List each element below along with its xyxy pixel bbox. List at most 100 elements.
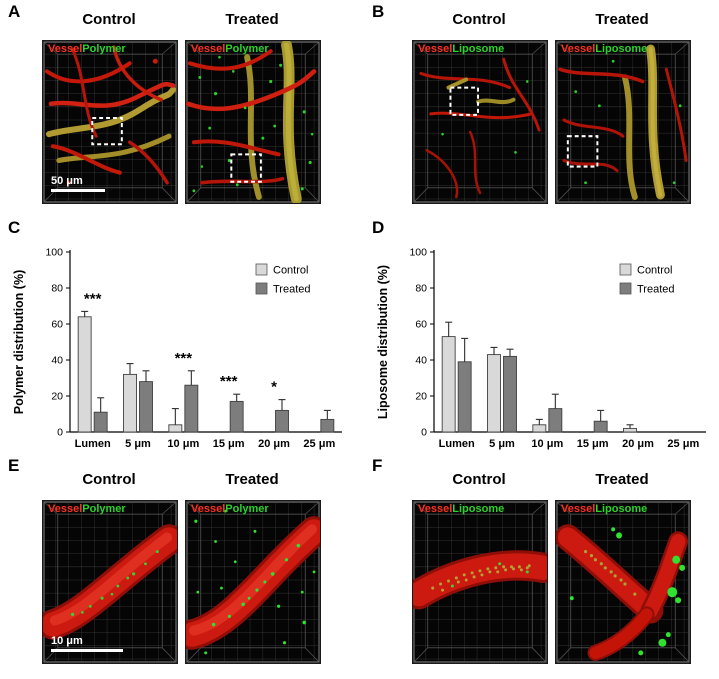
legend-swatch-treated: [255, 282, 268, 295]
micro-image-e-control: VesselPolymer 10 μm: [42, 500, 178, 664]
microscopy-render-a-treated: [185, 40, 321, 204]
polymer-channel-label: Polymer: [82, 503, 126, 515]
bar-treated-1: [139, 381, 153, 433]
image-channel-legend: VesselLiposome: [418, 503, 504, 515]
panel-a-images: Control VesselPo: [42, 8, 354, 204]
x-tick-label: 20 μm: [258, 438, 290, 450]
bar-control-4: [623, 427, 637, 433]
vessel-channel-label: Vessel: [191, 503, 226, 515]
bar-control-1: [123, 373, 137, 433]
x-tick-label: 20 μm: [622, 438, 654, 450]
y-tick-label: 0: [421, 427, 427, 439]
x-tick-label: 5 μm: [125, 438, 151, 450]
x-tick-label: 10 μm: [531, 438, 563, 450]
column-title-treated: Treated: [595, 471, 649, 488]
liposome-speckles: [441, 80, 529, 154]
micro-column: Treated: [185, 468, 321, 664]
micro-column: Treated: [555, 8, 691, 204]
scale-bar-line: [51, 189, 105, 192]
scale-bar-line: [51, 649, 123, 652]
panel-letter-b: B: [372, 2, 385, 21]
liposome-channel-label: Liposome: [595, 43, 648, 55]
image-channel-legend: VesselLiposome: [561, 503, 647, 515]
x-tick-label: 15 μm: [577, 438, 609, 450]
bar-treated-2: [184, 384, 199, 433]
roi-box: [230, 153, 262, 183]
bar-treated-0: [457, 361, 472, 433]
scale-bar-label: 50 μm: [51, 175, 83, 187]
significance-marker: ***: [84, 290, 102, 307]
micro-image-a-control: VesselPolymer 50 μm: [42, 40, 178, 204]
x-tick-label: 25 μm: [667, 438, 699, 450]
y-axis-label: Polymer distribution (%): [12, 270, 26, 414]
micro-column: Control: [412, 468, 548, 664]
panel-e: E Control Vess: [2, 456, 354, 664]
y-tick-label: 40: [415, 355, 427, 367]
column-title-control: Control: [82, 471, 136, 488]
x-tick-label: 15 μm: [213, 438, 245, 450]
bar-treated-2: [548, 408, 563, 433]
column-title-control: Control: [82, 11, 136, 28]
scale-bar: 10 μm: [51, 635, 123, 652]
y-tick-label: 20: [415, 391, 427, 403]
legend-label-control: Control: [637, 265, 672, 277]
bar-control-1: [487, 354, 501, 433]
scale-bar-label: 10 μm: [51, 635, 83, 647]
legend-swatch-control: [619, 263, 632, 276]
microscopy-render-b-treated: [555, 40, 691, 204]
y-axis-label: Liposome distribution (%): [376, 265, 390, 419]
liposome-band: [431, 564, 531, 592]
vessel-channel-label: Vessel: [48, 43, 83, 55]
liposome-clusters: [569, 527, 686, 656]
x-tick-label: Lumen: [439, 438, 475, 450]
polymer-distribution-chart: 0 20 40 60 80 100 Lumen *** 5 μm 10 μm *** 15 μm ***…: [10, 236, 354, 463]
polymer-speckles: [70, 550, 159, 617]
liposome-channel-label: Liposome: [452, 503, 505, 515]
bar-treated-0: [93, 411, 108, 433]
polymer-speckles: [192, 55, 314, 193]
micro-column: Control VesselPolymer 10: [42, 468, 178, 664]
grid-backdrop: [43, 41, 177, 203]
micro-column: Control Vessel: [412, 8, 548, 204]
microscopy-render-f-treated: [555, 500, 691, 664]
image-channel-legend: VesselLiposome: [561, 43, 647, 55]
micro-image-b-control: VesselLiposome: [412, 40, 548, 204]
microscopy-render-b-control: [412, 40, 548, 204]
x-tick-label: 10 μm: [167, 438, 199, 450]
roi-box: [91, 116, 123, 146]
polymer-speckles: [194, 509, 316, 655]
column-title-control: Control: [452, 11, 506, 28]
legend-swatch-treated: [619, 282, 632, 295]
x-tick-label: Lumen: [75, 438, 111, 450]
micro-column: Control VesselPo: [42, 8, 178, 204]
liposome-distribution-chart: 0 20 40 60 80 100 Lumen 5 μm 10 μm 15 μm 20 μm 25 μ…: [374, 236, 716, 463]
image-channel-legend: VesselPolymer: [48, 43, 126, 55]
panel-f: F Control: [366, 456, 716, 664]
microscopy-render-a-control: [42, 40, 178, 204]
legend-label-treated: Treated: [637, 284, 675, 296]
image-channel-legend: VesselPolymer: [48, 503, 126, 515]
significance-marker: ***: [175, 350, 193, 367]
micro-column: Treated: [555, 468, 691, 664]
y-tick-label: 0: [57, 427, 63, 439]
panel-letter-d: D: [372, 218, 385, 237]
legend-label-control: Control: [273, 265, 308, 277]
y-tick-label: 60: [51, 319, 63, 331]
vessel-channel-label: Vessel: [191, 43, 226, 55]
liposome-band: [583, 550, 637, 596]
micro-image-b-treated: VesselLiposome: [555, 40, 691, 204]
chart-svg-D: 0 20 40 60 80 100 Lumen 5 μm 10 μm 15 μm 20 μm 25 μ…: [376, 247, 706, 450]
panel-a: A Control: [2, 2, 354, 204]
vessel-channel-label: Vessel: [418, 43, 453, 55]
significance-marker: ***: [220, 373, 238, 390]
bar-control-2: [168, 424, 183, 433]
micro-image-f-treated: VesselLiposome: [555, 500, 691, 664]
vessel-channel-label: Vessel: [561, 503, 596, 515]
polymer-channel-label: Polymer: [225, 43, 269, 55]
liposome-speckles: [574, 59, 682, 185]
y-tick-label: 100: [409, 247, 427, 259]
micro-image-a-treated: VesselPolymer: [185, 40, 321, 204]
column-title-treated: Treated: [225, 11, 279, 28]
